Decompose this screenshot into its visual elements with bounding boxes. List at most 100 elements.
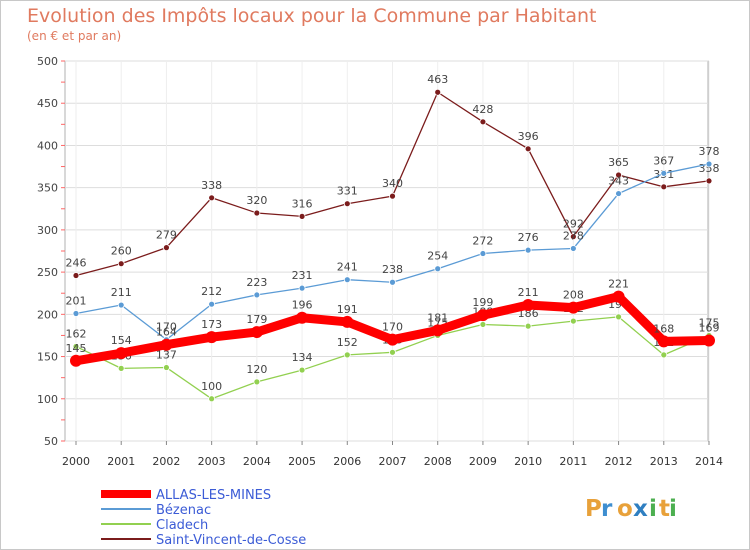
data-point <box>703 334 715 347</box>
data-label: 211 <box>111 286 132 299</box>
data-point <box>569 317 577 325</box>
data-point <box>615 190 622 197</box>
data-point <box>343 351 351 359</box>
data-point <box>657 335 670 348</box>
data-point <box>115 347 128 360</box>
data-label: 396 <box>518 130 539 143</box>
data-label: 201 <box>66 294 87 307</box>
data-label: 191 <box>337 303 358 316</box>
y-tick-label: 250 <box>37 266 58 279</box>
data-label: 378 <box>699 145 720 158</box>
data-label: 179 <box>246 313 267 326</box>
data-point <box>705 177 713 185</box>
data-label: 316 <box>292 197 313 210</box>
data-point <box>660 183 668 191</box>
data-label: 145 <box>66 342 87 355</box>
x-tick-label: 2009 <box>469 455 497 468</box>
data-point <box>476 309 489 322</box>
data-point <box>434 88 442 96</box>
x-tick-label: 2000 <box>62 455 90 468</box>
data-label: 428 <box>472 103 493 116</box>
x-tick-label: 2013 <box>650 455 678 468</box>
data-point <box>660 351 668 359</box>
brand-logo-letter: P <box>585 496 602 522</box>
data-point <box>72 343 80 350</box>
data-point <box>615 171 622 179</box>
data-label: 276 <box>518 231 539 244</box>
plot-area <box>64 60 709 442</box>
data-point <box>72 272 80 279</box>
brand-logo-letter: t <box>659 496 670 522</box>
data-point <box>389 192 396 200</box>
chart-title: Evolution des Impôts locaux pour la Comm… <box>27 5 597 27</box>
y-tick-label: 400 <box>37 139 58 152</box>
data-point <box>660 169 668 177</box>
data-point <box>72 310 80 317</box>
x-tick-label: 2001 <box>107 455 135 468</box>
data-point <box>479 250 487 257</box>
x-tick-label: 2007 <box>379 455 407 468</box>
data-label: 231 <box>292 269 313 282</box>
x-tick-label: 2014 <box>695 455 723 468</box>
data-point <box>70 354 82 367</box>
data-point <box>208 194 216 202</box>
data-point <box>341 315 354 328</box>
data-point <box>163 244 170 252</box>
data-label: 162 <box>66 327 87 340</box>
data-point <box>479 321 487 328</box>
y-tick-label: 200 <box>37 308 58 321</box>
data-label: 331 <box>337 185 358 198</box>
brand-logo-letter: x <box>633 496 648 522</box>
data-label: 238 <box>382 263 403 276</box>
data-label: 241 <box>337 261 358 274</box>
data-point <box>117 301 125 309</box>
data-point <box>524 322 532 330</box>
data-label: 272 <box>472 235 493 248</box>
data-label: 134 <box>292 351 313 364</box>
data-label: 260 <box>111 245 132 258</box>
data-label: 208 <box>563 289 584 302</box>
data-label: 137 <box>156 349 177 362</box>
x-tick-label: 2005 <box>288 455 316 468</box>
data-point <box>208 300 216 308</box>
data-point <box>524 145 532 153</box>
data-label: 338 <box>201 179 222 192</box>
y-tick-label: 450 <box>37 97 58 110</box>
data-point <box>296 311 309 324</box>
data-point <box>389 278 396 286</box>
data-label: 199 <box>472 296 493 309</box>
x-tick-label: 2011 <box>559 455 587 468</box>
y-tick-label: 150 <box>37 351 58 364</box>
data-label: 340 <box>382 177 403 190</box>
data-point <box>431 324 444 337</box>
brand-logo-letter: i <box>669 496 677 522</box>
data-label: 170 <box>382 321 403 334</box>
data-label: 367 <box>653 154 674 167</box>
data-point <box>569 233 577 241</box>
brand-logo-letter: i <box>649 496 657 522</box>
data-label: 320 <box>246 194 267 207</box>
data-point <box>434 265 442 273</box>
data-point <box>479 118 487 126</box>
data-point <box>615 313 622 321</box>
data-label: 343 <box>608 175 629 188</box>
legend-label: Bézenac <box>156 503 211 518</box>
data-label: 212 <box>201 285 222 298</box>
data-point <box>567 301 580 314</box>
data-label: 164 <box>156 326 177 339</box>
data-label: 175 <box>699 316 720 329</box>
x-tick-label: 2012 <box>605 455 633 468</box>
brand-logo-letter: o <box>617 496 633 522</box>
x-tick-label: 2010 <box>514 455 542 468</box>
data-point <box>569 245 577 252</box>
legend-label: Cladech <box>156 518 208 533</box>
data-point <box>298 366 306 374</box>
data-point <box>250 326 263 339</box>
data-point <box>117 260 125 268</box>
data-label: 173 <box>201 318 222 331</box>
x-tick-label: 2008 <box>424 455 452 468</box>
data-point <box>205 331 218 344</box>
data-point <box>253 378 261 386</box>
x-tick-label: 2006 <box>333 455 361 468</box>
